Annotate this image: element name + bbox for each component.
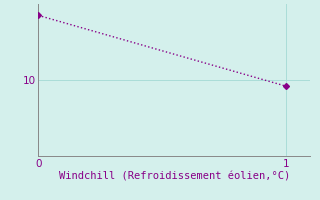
X-axis label: Windchill (Refroidissement éolien,°C): Windchill (Refroidissement éolien,°C)	[59, 172, 290, 182]
